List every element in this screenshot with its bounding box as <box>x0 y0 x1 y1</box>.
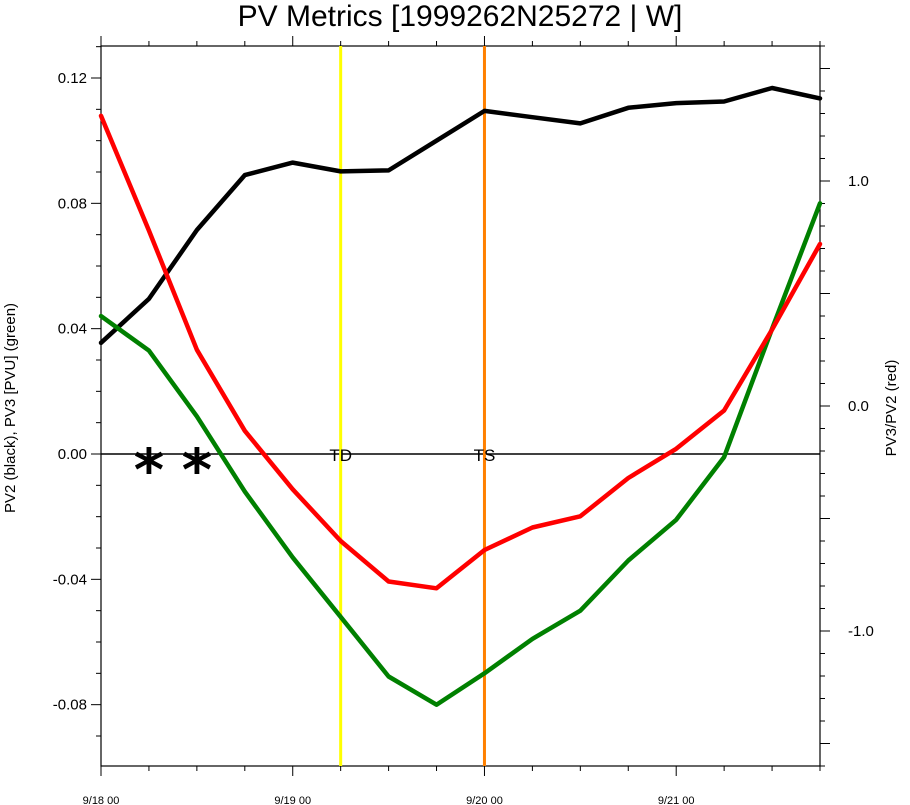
pv3-series-line <box>98 201 823 707</box>
x-tick-label: 9/20 00 <box>466 795 503 805</box>
y-left-tick-label: -0.04 <box>53 571 87 588</box>
chart-title: PV Metrics [1999262N25272 | W] <box>238 0 683 33</box>
ratio-series-line <box>98 113 823 591</box>
x-tick-label: 9/21 00 <box>658 795 695 805</box>
x-tick-label: 9/18 00 <box>83 795 120 805</box>
x-tick-label: 9/19 00 <box>274 795 311 805</box>
plot-frame <box>100 45 821 767</box>
y-axis-right-label: PV3/PV2 (red) <box>883 360 900 457</box>
y-left-tick-label: 0.04 <box>58 321 87 338</box>
y-right-tick-label: 0.0 <box>848 398 869 415</box>
annotation-td: TD <box>329 446 352 465</box>
y-right-tick-label: -1.0 <box>848 623 874 640</box>
plot-area: 0.12 0.08 0.04 0.00 -0.04 -0.08 1.0 0.0 -1.0 9/18… <box>53 36 874 805</box>
y-left-tick-label: 0.00 <box>58 446 87 463</box>
pv2-series-line <box>98 85 823 346</box>
y-right-tick-label: 1.0 <box>848 173 869 190</box>
star-marker: * <box>182 436 212 504</box>
annotation-ts: TS <box>474 446 496 465</box>
y-left-tick-label: 0.12 <box>58 70 87 87</box>
y-left-tick-label: 0.08 <box>58 195 87 212</box>
y-left-tick-label: -0.08 <box>53 697 87 714</box>
star-marker: * <box>134 436 164 504</box>
y-axis-left-label: PV2 (black), PV3 [PVU] (green) <box>2 303 19 513</box>
